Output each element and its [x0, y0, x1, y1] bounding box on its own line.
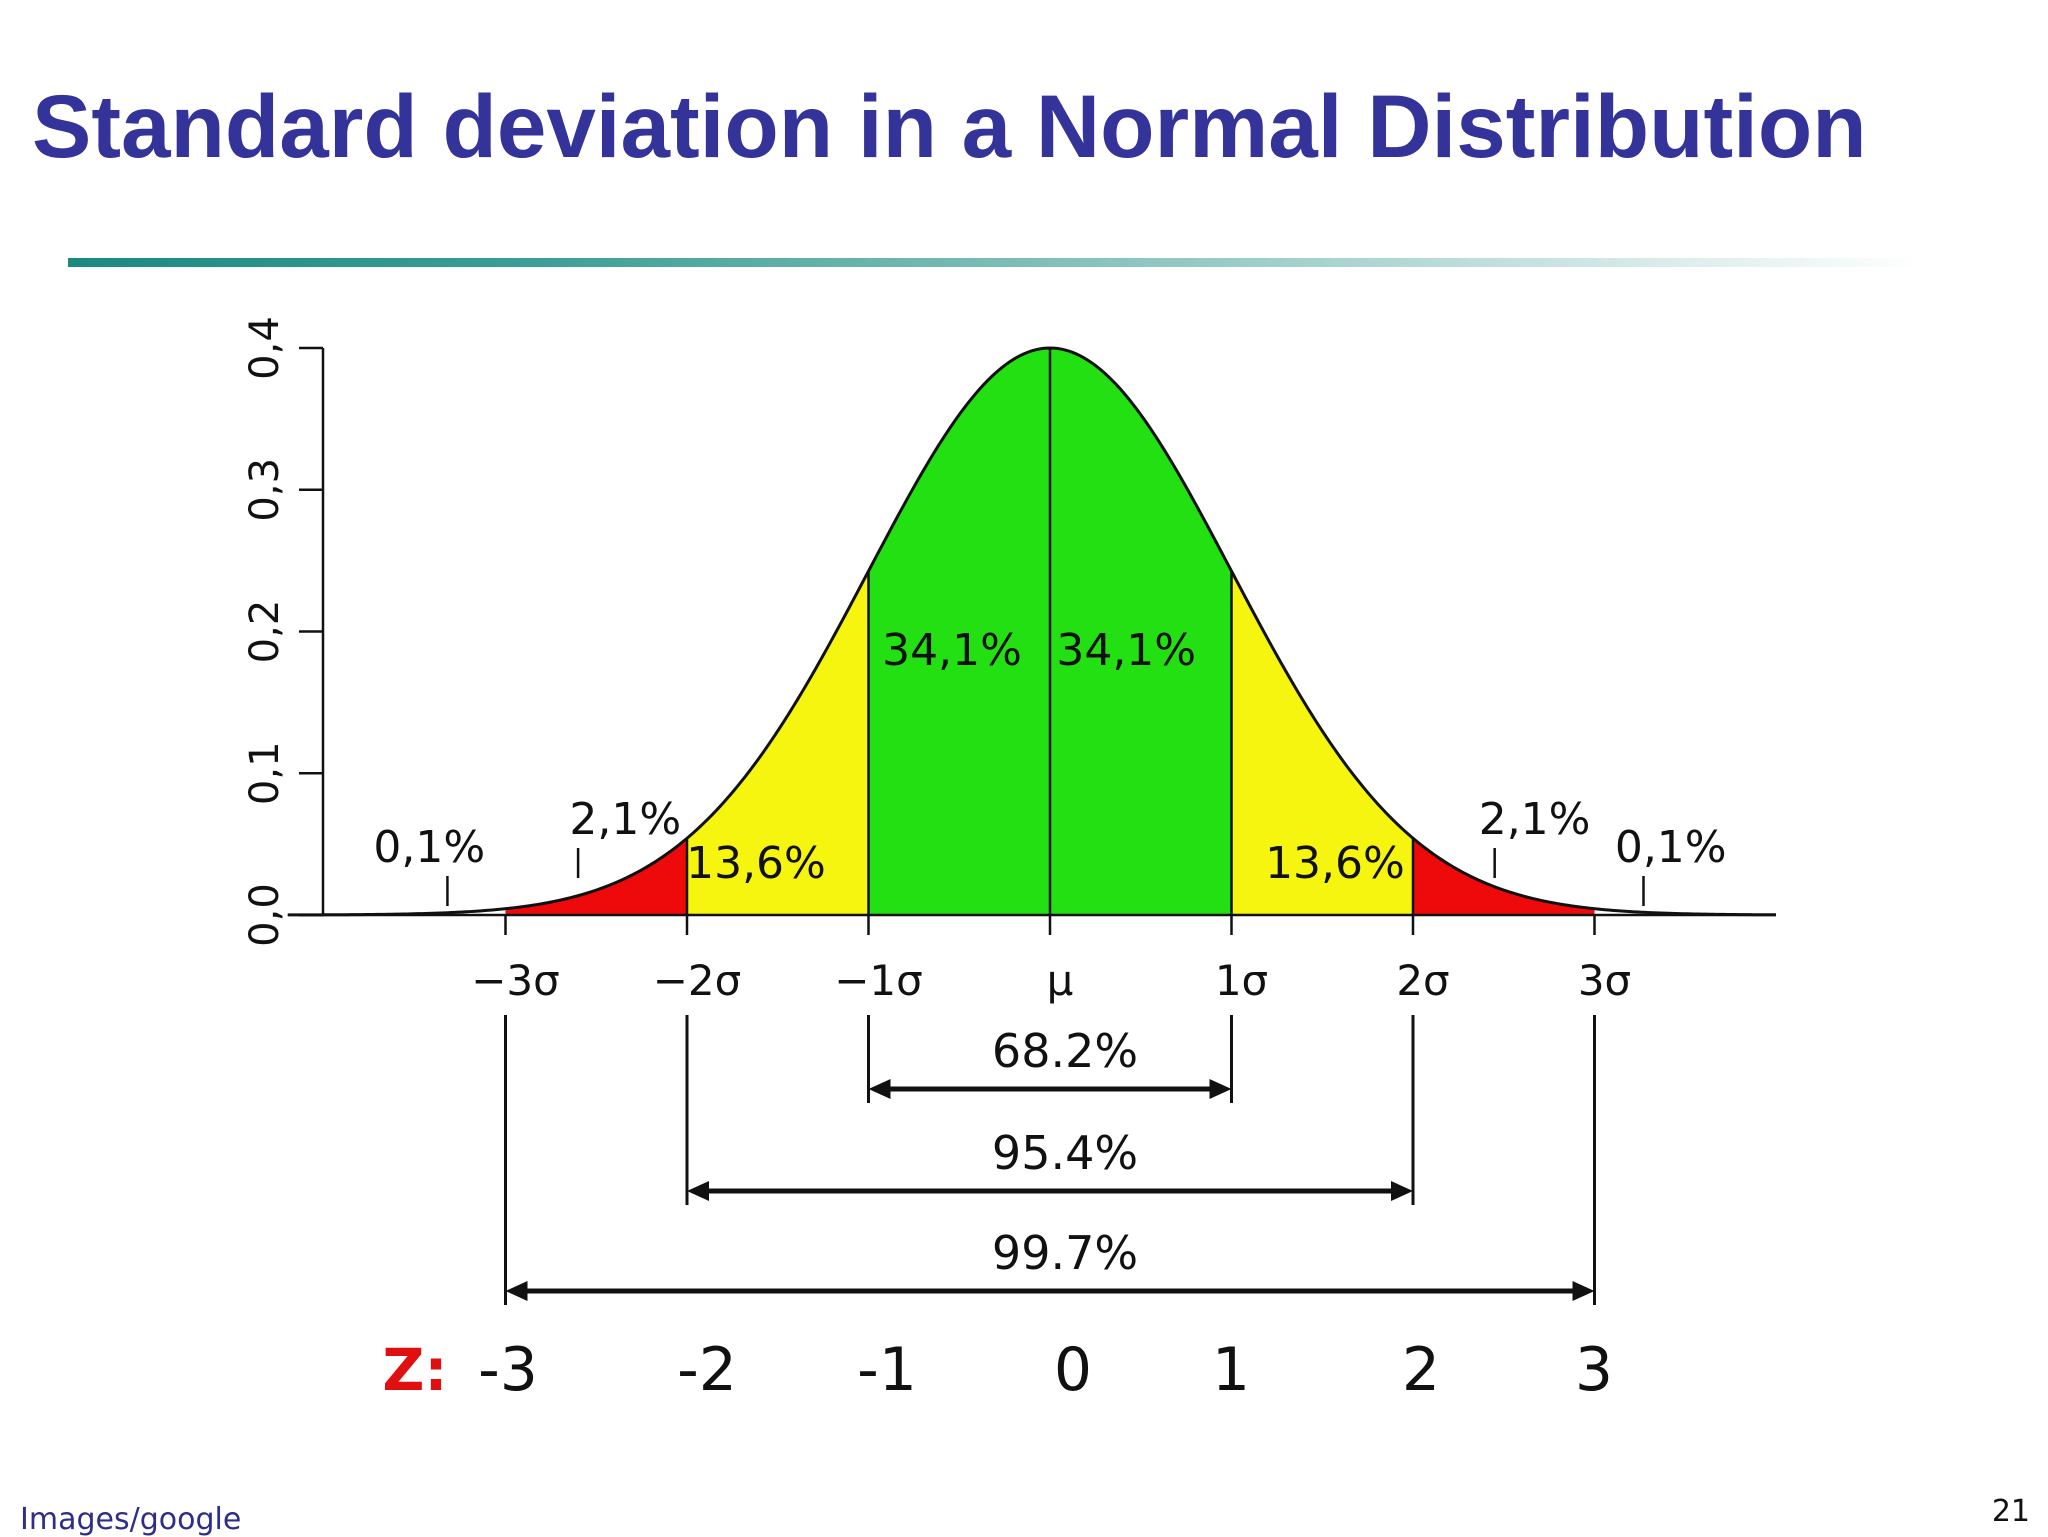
range-arrow-head	[1572, 1281, 1595, 1301]
band-pct-label: 34,1%	[882, 625, 1022, 676]
range-arrow-head	[868, 1079, 891, 1099]
sigma-dividers	[685, 348, 1415, 915]
band-pct-label: 13,6%	[686, 838, 826, 889]
page-number: 21	[1991, 1494, 2030, 1529]
tail-pct-label: 0,1%	[373, 822, 485, 873]
z-value: -3	[478, 1335, 538, 1405]
band-pct-label: 2,1%	[1479, 794, 1591, 845]
z-score-row: Z: -3 -2 -1 0 1 2 3	[382, 1335, 1613, 1405]
range-label: 99.7%	[992, 1226, 1138, 1280]
x-tick-label: −2σ	[653, 956, 742, 1005]
y-tick-label: 0,0	[242, 883, 288, 947]
slide-title: Standard deviation in a Normal Distribut…	[32, 76, 1867, 176]
x-tick-label: 1σ	[1215, 956, 1268, 1005]
range-label: 95.4%	[992, 1126, 1138, 1180]
x-tick-label: 3σ	[1578, 956, 1631, 1005]
range-arrow-head	[1391, 1181, 1413, 1201]
z-value: 0	[1054, 1335, 1092, 1405]
range-brackets: 68.2% 95.4% 99.7%	[504, 1015, 1596, 1305]
y-tick-label: 0,2	[242, 600, 288, 664]
band-pct-label: 13,6%	[1265, 838, 1405, 889]
range-arrow-head	[1209, 1079, 1232, 1099]
z-value: -2	[677, 1335, 737, 1405]
x-tick-label: 2σ	[1396, 956, 1449, 1005]
range-label: 68.2%	[992, 1024, 1138, 1078]
z-value: 1	[1212, 1335, 1250, 1405]
band-pct-label: 2,1%	[569, 794, 681, 845]
x-tick-label: μ	[1047, 956, 1074, 1005]
band-area-0	[505, 838, 687, 915]
range-arrow-head	[687, 1181, 709, 1201]
x-tick-label: −1σ	[834, 956, 923, 1005]
y-tick-label: 0,4	[242, 316, 288, 380]
band-area-5	[1413, 838, 1595, 915]
x-tick-label: −3σ	[471, 956, 560, 1005]
y-tick-label: 0,3	[242, 458, 288, 522]
z-value: -1	[857, 1335, 917, 1405]
density-curve	[287, 346, 1777, 917]
image-source: Images/google	[20, 1502, 242, 1537]
range-arrow-head	[505, 1281, 528, 1301]
z-label: Z:	[382, 1336, 447, 1404]
tail-pct-label: 0,1%	[1615, 822, 1727, 873]
band-labels: 34,1% 34,1%13,6% 13,6%2,1% 2,1%0,1% 0,1%	[373, 625, 1727, 906]
title-divider	[68, 258, 1920, 267]
z-value: 2	[1402, 1335, 1440, 1405]
z-value: 3	[1575, 1335, 1613, 1405]
band-pct-label: 34,1%	[1056, 625, 1196, 676]
axes: 0,0 0,1 0,2 0,3 0,4 −3σ −2σ −1σ μ 1σ 2σ 3σ	[242, 316, 1776, 1005]
y-tick-label: 0,1	[242, 741, 288, 805]
